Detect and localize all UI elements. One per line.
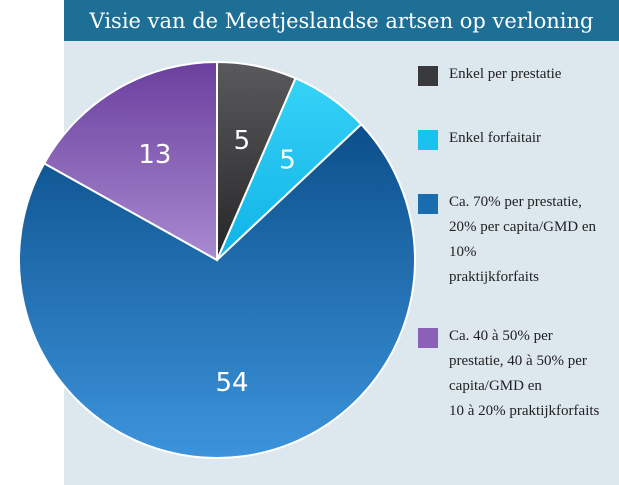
legend-item-4: Ca. 40 à 50% per prestatie, 40 à 50% per… [418,324,619,424]
slice-value-label-1: 5 [234,126,251,156]
slice-value-label-4: 13 [138,140,171,170]
legend-swatch-3 [418,194,438,214]
legend-swatch-4 [418,328,438,348]
legend-swatch-1 [418,66,438,86]
pie-slice-3 [18,122,416,459]
legend-swatch-2 [418,130,438,150]
legend-item-2: Enkel forfaitair [418,126,619,151]
title-bar: Visie van de Meetjeslandse artsen op ver… [64,0,619,41]
legend-item-3: Ca. 70% per prestatie, 20% per capita/GM… [418,190,619,290]
legend-label-1: Enkel per prestatie [449,66,562,82]
legend-label-4: Ca. 40 à 50% per prestatie, 40 à 50% per… [449,328,600,419]
slice-value-label-2: 5 [279,146,296,176]
legend-item-1: Enkel per prestatie [418,62,619,87]
pie-slice-4 [42,60,218,262]
legend-label-3: Ca. 70% per prestatie, 20% per capita/GM… [449,194,597,285]
legend-label-2: Enkel forfaitair [449,130,542,146]
chart-title: Visie van de Meetjeslandse artsen op ver… [89,8,594,33]
slice-value-label-3: 54 [215,368,248,398]
